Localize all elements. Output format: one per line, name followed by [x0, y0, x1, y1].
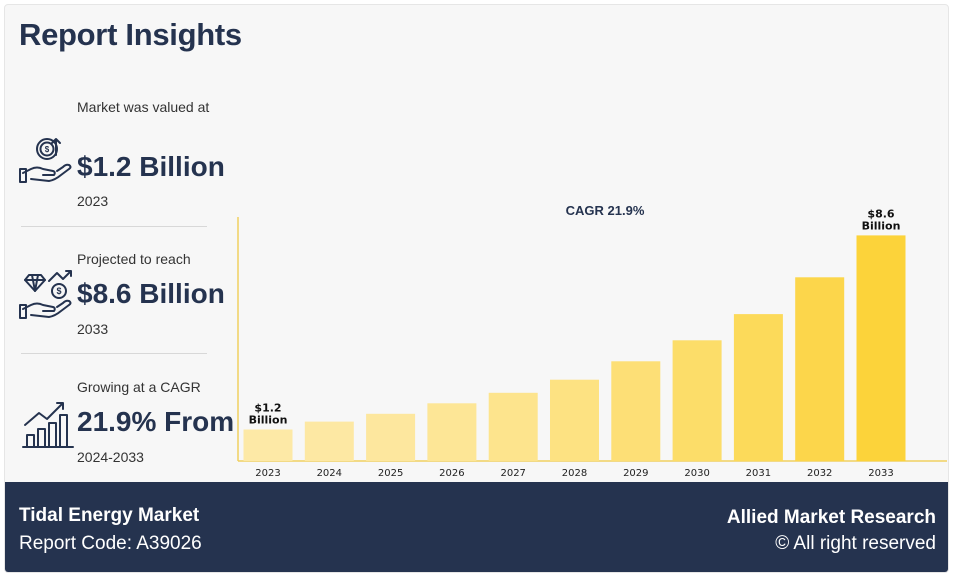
bar-2026	[427, 403, 477, 461]
market-name: Tidal Energy Market	[19, 505, 200, 526]
bar-2023	[243, 429, 293, 461]
data-label: $1.2	[254, 402, 281, 415]
stat-caption: Growing at a CAGR	[77, 379, 201, 395]
bar-chart: CAGR 21.9% 2023 2024 2025 2026 2027 2028 2029 2…	[237, 203, 947, 479]
stat-value: 21.9% From	[77, 406, 235, 437]
x-tick-label: 2030	[684, 468, 709, 479]
x-tick-label: 2025	[378, 468, 403, 479]
bar-2032	[795, 277, 845, 461]
footer: Tidal Energy Market Report Code: A39026 …	[5, 482, 948, 572]
stat-year: 2023	[77, 193, 109, 209]
x-tick-label: 2033	[868, 468, 893, 479]
bar-2024	[304, 421, 354, 461]
bar-2030	[672, 340, 722, 461]
bar-2031	[733, 314, 783, 461]
x-tick-label: 2029	[623, 468, 648, 479]
bar-2028	[550, 379, 599, 461]
stat-caption: Projected to reach	[77, 251, 191, 267]
svg-text:$: $	[56, 286, 61, 296]
bar-2033	[856, 235, 906, 461]
x-tick-label: 2031	[746, 468, 771, 479]
bar-2029	[611, 361, 661, 461]
stat-year: 2033	[77, 321, 109, 337]
cagr-annotation: CAGR 21.9%	[566, 203, 645, 218]
page-title: Report Insights	[19, 17, 242, 52]
brand-name: Allied Market Research	[726, 507, 936, 528]
stat-value: $1.2 Billion	[77, 151, 225, 182]
report-code: Report Code: A39026	[19, 533, 202, 554]
stat-cagr: Growing at a CAGR 21.9% From 2024-2033	[19, 373, 234, 478]
x-tick-label: 2023	[255, 468, 280, 479]
x-tick-label: 2032	[807, 468, 832, 479]
growth-chart-icon	[22, 402, 74, 448]
x-tick-label: 2026	[439, 468, 464, 479]
stat-value: $8.6 Billion	[77, 278, 225, 309]
divider	[21, 353, 207, 354]
data-label: $8.6	[867, 207, 894, 220]
copyright: © All right reserved	[775, 533, 936, 554]
stat-caption: Market was valued at	[77, 99, 210, 115]
bar-2027	[488, 392, 538, 461]
diamond-hand-icon: $	[19, 270, 72, 319]
data-label: Billion	[862, 219, 901, 232]
x-tick-label: 2028	[562, 468, 587, 479]
data-label: Billion	[249, 414, 288, 427]
x-tick-label: 2024	[317, 468, 342, 479]
stat-market-value: $ Market was valued at $1.2 Billion 2023	[19, 93, 225, 228]
report-card: Report Insights $ Market was valued at $…	[4, 4, 949, 573]
bar-2025	[366, 413, 416, 461]
stat-year: 2024-2033	[77, 449, 144, 465]
svg-text:$: $	[45, 145, 50, 154]
divider	[21, 226, 207, 227]
x-tick-label: 2027	[500, 468, 525, 479]
stat-projected-value: $ Projected to reach $8.6 Billion 2033	[19, 245, 225, 355]
money-hand-icon: $	[19, 138, 72, 183]
